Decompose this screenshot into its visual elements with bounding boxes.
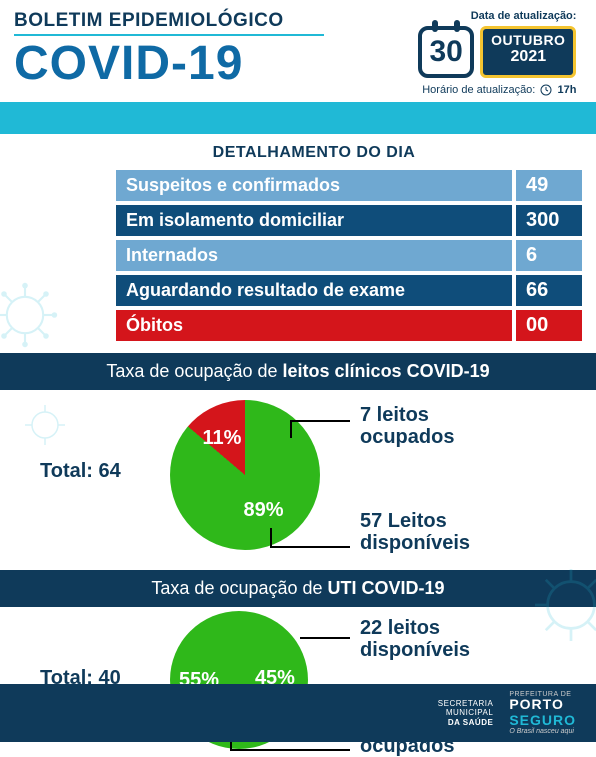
update-date-label: Data de atualização: bbox=[378, 10, 576, 22]
chart1-title-bold: leitos clínicos COVID-19 bbox=[283, 361, 490, 381]
footer: SECRETARIA MUNICIPAL DA SAÚDE PREFEITURA… bbox=[0, 684, 596, 742]
row-label: Aguardando resultado de exame bbox=[114, 273, 514, 308]
detail-title: DETALHAMENTO DO DIA bbox=[154, 144, 474, 162]
year-text: 2021 bbox=[491, 48, 565, 66]
row-label: Em isolamento domiciliar bbox=[114, 203, 514, 238]
footer-dept: SECRETARIA MUNICIPAL DA SAÚDE bbox=[438, 699, 494, 728]
table-row: Óbitos00 bbox=[114, 308, 584, 343]
leader-line bbox=[270, 528, 272, 548]
chart2-title-prefix: Taxa de ocupação de bbox=[151, 578, 327, 598]
update-time-row: Horário de atualização: 17h bbox=[378, 84, 576, 96]
row-value: 66 bbox=[514, 273, 584, 308]
footer-tagline: O Brasil nasceu aqui bbox=[509, 728, 576, 735]
table-row: Aguardando resultado de exame66 bbox=[114, 273, 584, 308]
table-row: Internados6 bbox=[114, 238, 584, 273]
chart1-slice1-label: 89% bbox=[244, 499, 284, 522]
leader-line bbox=[290, 420, 292, 438]
chart1-title-prefix: Taxa de ocupação de bbox=[106, 361, 282, 381]
update-time-label: Horário de atualização: bbox=[422, 84, 535, 96]
chart2-annot-available: 22 leitosdisponíveis bbox=[360, 617, 470, 661]
bulletin-label: BOLETIM EPIDEMIOLÓGICO bbox=[14, 10, 324, 36]
leader-line bbox=[230, 749, 350, 751]
row-value: 00 bbox=[514, 308, 584, 343]
calendar-icon: 30 bbox=[418, 26, 474, 78]
chart1-pie bbox=[170, 400, 320, 550]
chart1-annot-available: 57 Leitosdisponíveis bbox=[360, 510, 470, 554]
row-value: 49 bbox=[514, 168, 584, 203]
header: BOLETIM EPIDEMIOLÓGICO COVID-19 Data de … bbox=[0, 0, 596, 106]
month-text: OUTUBRO bbox=[491, 33, 565, 48]
chart2-title: Taxa de ocupação de UTI COVID-19 bbox=[0, 570, 596, 607]
row-label: Suspeitos e confirmados bbox=[114, 168, 514, 203]
covid-title: COVID-19 bbox=[14, 40, 374, 88]
leader-line bbox=[300, 637, 350, 639]
month-year-box: OUTUBRO 2021 bbox=[480, 26, 576, 78]
row-value: 300 bbox=[514, 203, 584, 238]
chart1-pie-wrap: 89% 11% bbox=[170, 400, 320, 550]
clock-icon bbox=[540, 84, 552, 96]
chart1-title: Taxa de ocupação de leitos clínicos COVI… bbox=[0, 353, 596, 390]
chart1-slice2-label: 11% bbox=[202, 427, 241, 450]
footer-brand1: PORTO bbox=[509, 698, 576, 711]
chart1-annot-occupied: 7 leitosocupados bbox=[360, 404, 454, 448]
footer-brand2: SEGURO bbox=[509, 712, 576, 728]
cyan-strip bbox=[0, 106, 596, 134]
chart1-area: Total: 64 89% 11% 7 leitosocupados 57 Le… bbox=[0, 390, 596, 560]
detail-section: DETALHAMENTO DO DIA Suspeitos e confirma… bbox=[0, 134, 596, 343]
leader-line bbox=[270, 546, 350, 548]
footer-logo: PREFEITURA DE PORTO SEGURO O Brasil nasc… bbox=[509, 691, 576, 734]
row-value: 6 bbox=[514, 238, 584, 273]
row-label: Internados bbox=[114, 238, 514, 273]
row-label: Óbitos bbox=[114, 308, 514, 343]
chart2-title-bold: UTI COVID-19 bbox=[328, 578, 445, 598]
detail-table: Suspeitos e confirmados49Em isolamento d… bbox=[114, 168, 584, 343]
leader-line bbox=[290, 420, 350, 422]
table-row: Em isolamento domiciliar300 bbox=[114, 203, 584, 238]
chart1-total: Total: 64 bbox=[40, 460, 121, 483]
calendar-day: 30 bbox=[429, 35, 462, 69]
update-time-value: 17h bbox=[557, 84, 576, 96]
table-row: Suspeitos e confirmados49 bbox=[114, 168, 584, 203]
